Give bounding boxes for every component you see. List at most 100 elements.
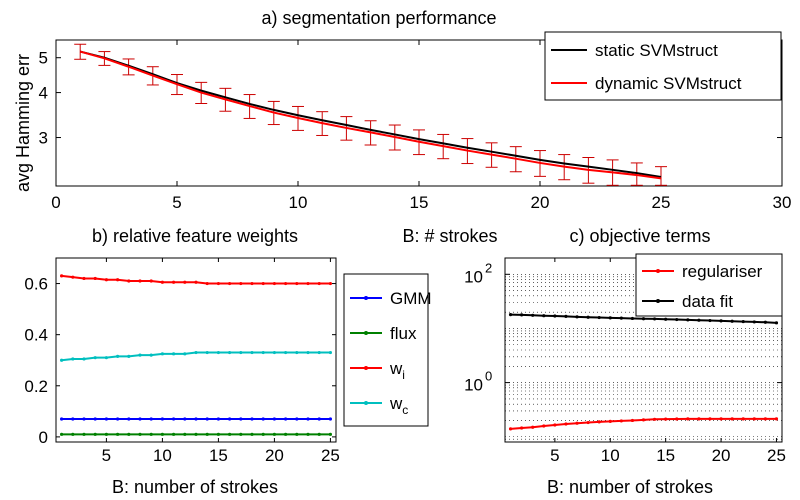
series-marker-c [719,417,723,421]
y-tick-label-b: 0.4 [24,326,48,345]
series-marker-b [306,417,310,421]
series-marker-b [172,432,176,436]
series-marker-c [763,417,767,421]
series-marker-c [608,419,612,424]
series-marker-b [284,417,288,421]
series-marker-c [763,320,767,324]
series-marker-c [774,417,779,421]
y-tick-label-c: 10 [464,267,483,286]
series-marker-c [730,417,734,421]
series-marker-b [194,280,198,284]
series-marker-c [741,319,745,324]
series-marker-c [564,314,568,318]
series-marker-b [295,432,299,436]
legend-marker-b [364,401,368,405]
legend-marker-b [364,366,368,370]
y-tick-base-c: 10 [464,376,483,395]
series-marker-c [619,316,623,320]
series-marker-b [328,432,332,436]
series-marker-b [172,417,176,421]
series-marker-b [261,417,265,421]
legend-b [343,273,429,427]
legend-label-b: wi [389,359,405,382]
series-marker-c [730,319,734,323]
series-marker-b [93,276,97,281]
series-marker-b [93,432,97,436]
series-marker-b [116,354,120,358]
series-marker-c [741,417,745,421]
series-marker-b [250,281,254,286]
series-marker-c [508,427,513,431]
series-marker-c [564,422,568,426]
series-marker-b [306,432,310,436]
series-marker-b [127,432,131,436]
legend-marker-c [656,299,660,303]
x-tick-label-c: 25 [767,446,786,465]
series-marker-b [328,417,332,421]
series-marker-c [708,417,712,421]
series-marker-b [205,432,209,436]
legend-label-c: data fit [682,292,733,311]
series-marker-b [116,278,120,282]
series-marker-c [774,321,779,325]
series-marker-b [239,432,243,436]
series-marker-b [60,432,64,436]
series-marker-b [82,417,86,421]
title-c: c) objective terms [569,226,710,246]
series-marker-b [216,281,220,286]
x-tick-label-a: 25 [652,193,671,212]
series-marker-b [317,417,321,421]
series-marker-c [675,317,679,322]
legend-label-b: flux [390,324,417,343]
series-marker-b [183,280,187,284]
series-marker-b [295,350,299,355]
series-marker-b [272,350,276,355]
series-marker-c [553,314,557,318]
series-marker-c [686,318,690,322]
x-tick-label-b: 5 [102,446,111,465]
series-marker-b [82,276,86,281]
y-tick-label-b: 0.6 [24,275,48,294]
series-marker-b [250,350,254,355]
legend-c [635,253,783,317]
series-marker-b [216,417,220,421]
x-tick-label-a: 10 [289,193,308,212]
series-marker-c [641,418,646,422]
series-marker-b [183,352,187,356]
series-marker-b [194,417,198,421]
series-marker-c [508,313,513,317]
series-marker-c [708,318,712,323]
series-marker-b [317,281,321,286]
series-marker-b [216,432,220,436]
series-marker-b [160,417,164,421]
y-tick-label-b: 0 [39,428,48,447]
series-line-a-0 [79,50,662,179]
series-marker-b [160,280,164,284]
series-marker-c [619,419,623,423]
series-marker-c [752,417,756,421]
series-marker-b [172,352,176,356]
x-tick-label-b: 25 [321,446,340,465]
x-tick-label-b: 10 [153,446,172,465]
series-marker-b [104,432,108,436]
series-marker-b [149,353,153,357]
x-tick-label-c: 5 [550,446,559,465]
series-marker-b [116,417,120,421]
x-tick-label-b: 15 [209,446,228,465]
legend-label-main-b: flux [390,324,417,343]
x-axis-label-b: B: number of strokes [112,477,278,497]
series-marker-b [183,432,187,436]
series-marker-b [284,281,288,286]
series-marker-c [542,314,546,318]
series-marker-b [93,417,97,421]
series-marker-b [104,417,108,421]
series-marker-c [531,313,535,317]
series-marker-b [306,281,310,286]
series-marker-b [82,357,86,361]
series-marker-c [630,418,635,423]
series-marker-b [160,352,164,356]
series-marker-b [104,356,108,360]
series-marker-b [239,281,243,286]
